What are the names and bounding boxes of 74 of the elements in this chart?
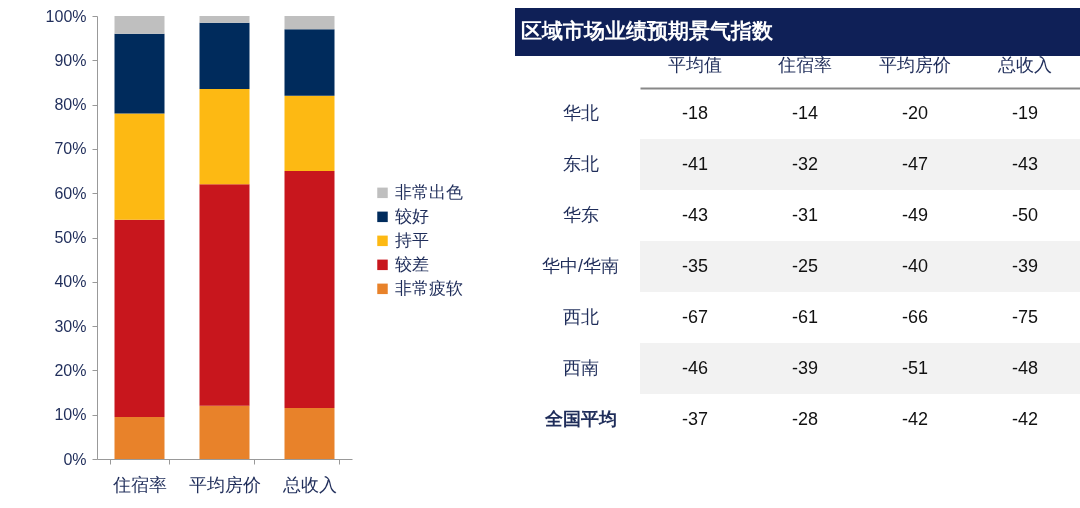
legend-label: 非常疲软	[395, 278, 463, 298]
x-tick-label: 平均房价	[879, 54, 951, 75]
data-label: -43	[681, 204, 709, 225]
x-tick-label: 总收入	[282, 474, 337, 495]
data-label: -43	[1011, 153, 1039, 174]
bar	[114, 219, 165, 417]
data-label: -42	[1011, 408, 1039, 429]
data-label: -47	[901, 153, 929, 174]
y-tick-label: 华中/华南	[541, 255, 620, 276]
y-tick-label: 西南	[562, 357, 599, 378]
data-label: -41	[681, 153, 709, 174]
data-label: -25	[791, 255, 819, 276]
data-label: -39	[791, 357, 819, 378]
data-label: -14	[791, 102, 819, 123]
bar	[114, 416, 165, 459]
data-label: -31	[791, 204, 819, 225]
data-label: -35	[681, 255, 709, 276]
y-tick-label: 50%	[54, 229, 87, 246]
bar	[199, 16, 250, 23]
data-label: -48	[1011, 357, 1039, 378]
x-tick-label: 住宿率	[777, 54, 832, 75]
bar	[199, 89, 250, 185]
y-tick-label: 0%	[63, 450, 87, 468]
y-tick-label: 80%	[54, 96, 87, 114]
data-label: -37	[681, 408, 709, 429]
data-label: -50	[1011, 204, 1039, 225]
data-label: -46	[681, 357, 709, 378]
y-tick-label: 华北	[562, 102, 599, 123]
bar	[114, 16, 165, 34]
y-tick-label: 90%	[54, 51, 87, 69]
y-tick-label: 70%	[54, 140, 87, 158]
data-label: -32	[791, 153, 819, 174]
bar	[199, 184, 250, 406]
data-label: -18	[681, 102, 709, 123]
y-tick-label: 东北	[562, 153, 599, 174]
bar	[284, 95, 335, 172]
data-label: -28	[791, 408, 819, 429]
bar	[199, 22, 250, 90]
legend-label: 非常出色	[395, 182, 463, 202]
legend-label: 较差	[395, 254, 429, 274]
bar	[284, 16, 335, 30]
y-tick-label: 10%	[54, 406, 87, 424]
x-tick-label: 总收入	[997, 54, 1052, 75]
data-label: -19	[1011, 102, 1039, 123]
bar	[284, 408, 335, 459]
data-label: -51	[901, 357, 929, 378]
data-label: -66	[901, 306, 929, 327]
data-label: -75	[1011, 306, 1039, 327]
data-label: -61	[791, 306, 819, 327]
y-tick-label: 40%	[54, 273, 87, 291]
y-tick-label: 华东	[562, 204, 599, 225]
chart-title: 区域市场业绩预期景气指数	[521, 19, 774, 42]
data-label: -39	[1011, 255, 1039, 276]
legend-label: 较好	[395, 206, 429, 226]
bar	[284, 29, 335, 96]
legend-label: 持平	[395, 230, 429, 250]
y-tick-label: 全国平均	[543, 408, 617, 429]
y-tick-label: 100%	[45, 7, 87, 25]
y-tick-label: 西北	[562, 306, 599, 327]
bar	[114, 33, 165, 114]
data-label: -67	[681, 306, 709, 327]
bar	[284, 171, 335, 409]
y-tick-label: 30%	[54, 317, 87, 335]
y-tick-label: 20%	[54, 361, 87, 379]
y-tick-label: 60%	[54, 184, 87, 202]
data-label: -49	[901, 204, 929, 225]
bar	[199, 405, 250, 459]
x-tick-label: 平均房价	[189, 474, 261, 495]
x-tick-label: 平均值	[668, 54, 722, 75]
data-label: -40	[901, 255, 929, 276]
x-tick-label: 住宿率	[112, 474, 167, 495]
data-label: -20	[901, 102, 929, 123]
data-label: -42	[901, 408, 929, 429]
bar	[114, 113, 165, 220]
